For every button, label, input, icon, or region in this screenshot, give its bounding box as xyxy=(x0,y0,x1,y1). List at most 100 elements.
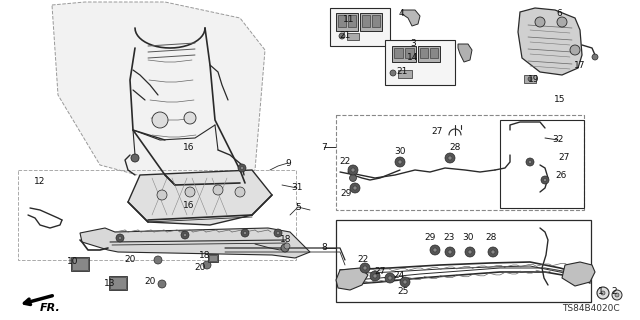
Bar xyxy=(372,15,380,27)
Circle shape xyxy=(570,45,580,55)
Bar xyxy=(336,115,584,210)
Text: 6: 6 xyxy=(556,10,562,19)
Text: 17: 17 xyxy=(574,60,586,69)
Circle shape xyxy=(400,277,410,287)
Polygon shape xyxy=(336,268,368,290)
Bar xyxy=(330,8,390,46)
Bar xyxy=(405,48,414,58)
Text: 20: 20 xyxy=(124,255,136,265)
Circle shape xyxy=(390,70,396,76)
Circle shape xyxy=(528,77,532,81)
Circle shape xyxy=(388,276,392,280)
Text: 1: 1 xyxy=(598,286,604,295)
Polygon shape xyxy=(128,170,272,225)
Circle shape xyxy=(284,243,290,249)
Polygon shape xyxy=(458,44,472,62)
Bar xyxy=(362,15,370,27)
Text: 23: 23 xyxy=(444,234,454,243)
Circle shape xyxy=(203,261,211,269)
Text: 16: 16 xyxy=(183,143,195,153)
Text: 12: 12 xyxy=(35,178,45,187)
Circle shape xyxy=(349,174,356,181)
Circle shape xyxy=(243,231,246,235)
Bar xyxy=(524,75,536,83)
Text: 29: 29 xyxy=(340,189,352,198)
Bar xyxy=(336,220,591,302)
Circle shape xyxy=(612,290,622,300)
Circle shape xyxy=(185,187,195,197)
Text: 5: 5 xyxy=(295,203,301,212)
Circle shape xyxy=(601,291,605,295)
Circle shape xyxy=(403,280,407,284)
Polygon shape xyxy=(52,2,265,185)
Text: 16: 16 xyxy=(183,201,195,210)
Text: 21: 21 xyxy=(339,30,351,39)
Circle shape xyxy=(445,247,455,257)
Text: 22: 22 xyxy=(357,255,369,265)
Bar xyxy=(18,170,296,260)
Text: 10: 10 xyxy=(67,257,79,266)
Bar xyxy=(110,277,126,289)
Text: 32: 32 xyxy=(552,135,564,145)
Circle shape xyxy=(158,280,166,288)
Bar xyxy=(418,46,440,62)
Circle shape xyxy=(281,244,289,252)
Polygon shape xyxy=(402,10,420,26)
Text: 30: 30 xyxy=(462,234,474,243)
Circle shape xyxy=(385,273,395,283)
Circle shape xyxy=(276,231,280,235)
Circle shape xyxy=(615,293,619,297)
Circle shape xyxy=(241,166,244,170)
Circle shape xyxy=(535,17,545,27)
Circle shape xyxy=(465,247,475,257)
Text: 3: 3 xyxy=(410,38,416,47)
Bar xyxy=(420,48,428,58)
Circle shape xyxy=(370,271,380,281)
Circle shape xyxy=(154,256,162,264)
Circle shape xyxy=(468,250,472,254)
Bar xyxy=(209,255,217,261)
Circle shape xyxy=(445,153,455,163)
Circle shape xyxy=(348,165,358,175)
Circle shape xyxy=(118,236,122,240)
Circle shape xyxy=(360,263,370,273)
Text: 21: 21 xyxy=(396,68,408,76)
Text: 28: 28 xyxy=(449,143,461,153)
Circle shape xyxy=(184,233,187,236)
Text: 26: 26 xyxy=(556,171,566,180)
Bar xyxy=(71,257,89,271)
Text: 9: 9 xyxy=(285,158,291,167)
Bar xyxy=(430,48,438,58)
Polygon shape xyxy=(562,262,595,286)
Text: 2: 2 xyxy=(611,286,617,295)
Circle shape xyxy=(433,248,437,252)
Bar xyxy=(394,48,403,58)
Text: 20: 20 xyxy=(195,263,205,273)
Circle shape xyxy=(529,160,532,164)
Text: 27: 27 xyxy=(431,126,443,135)
Circle shape xyxy=(351,168,355,172)
Circle shape xyxy=(238,164,246,172)
Bar xyxy=(208,254,218,262)
Circle shape xyxy=(526,158,534,166)
Circle shape xyxy=(131,154,139,162)
Bar xyxy=(338,15,346,27)
Circle shape xyxy=(363,266,367,270)
Text: 8: 8 xyxy=(321,244,327,252)
Text: 18: 18 xyxy=(280,236,292,244)
Circle shape xyxy=(184,112,196,124)
Text: FR.: FR. xyxy=(40,303,60,313)
Circle shape xyxy=(491,250,495,254)
Bar xyxy=(500,120,584,208)
Bar xyxy=(348,15,356,27)
Circle shape xyxy=(350,183,360,193)
Bar xyxy=(392,46,416,62)
Circle shape xyxy=(152,112,168,128)
Text: 4: 4 xyxy=(398,10,404,19)
Text: 22: 22 xyxy=(339,157,351,166)
Polygon shape xyxy=(518,8,582,75)
Text: 30: 30 xyxy=(394,148,406,156)
Circle shape xyxy=(597,287,609,299)
Text: TS84B4020C: TS84B4020C xyxy=(563,304,620,313)
Text: 29: 29 xyxy=(424,233,436,242)
